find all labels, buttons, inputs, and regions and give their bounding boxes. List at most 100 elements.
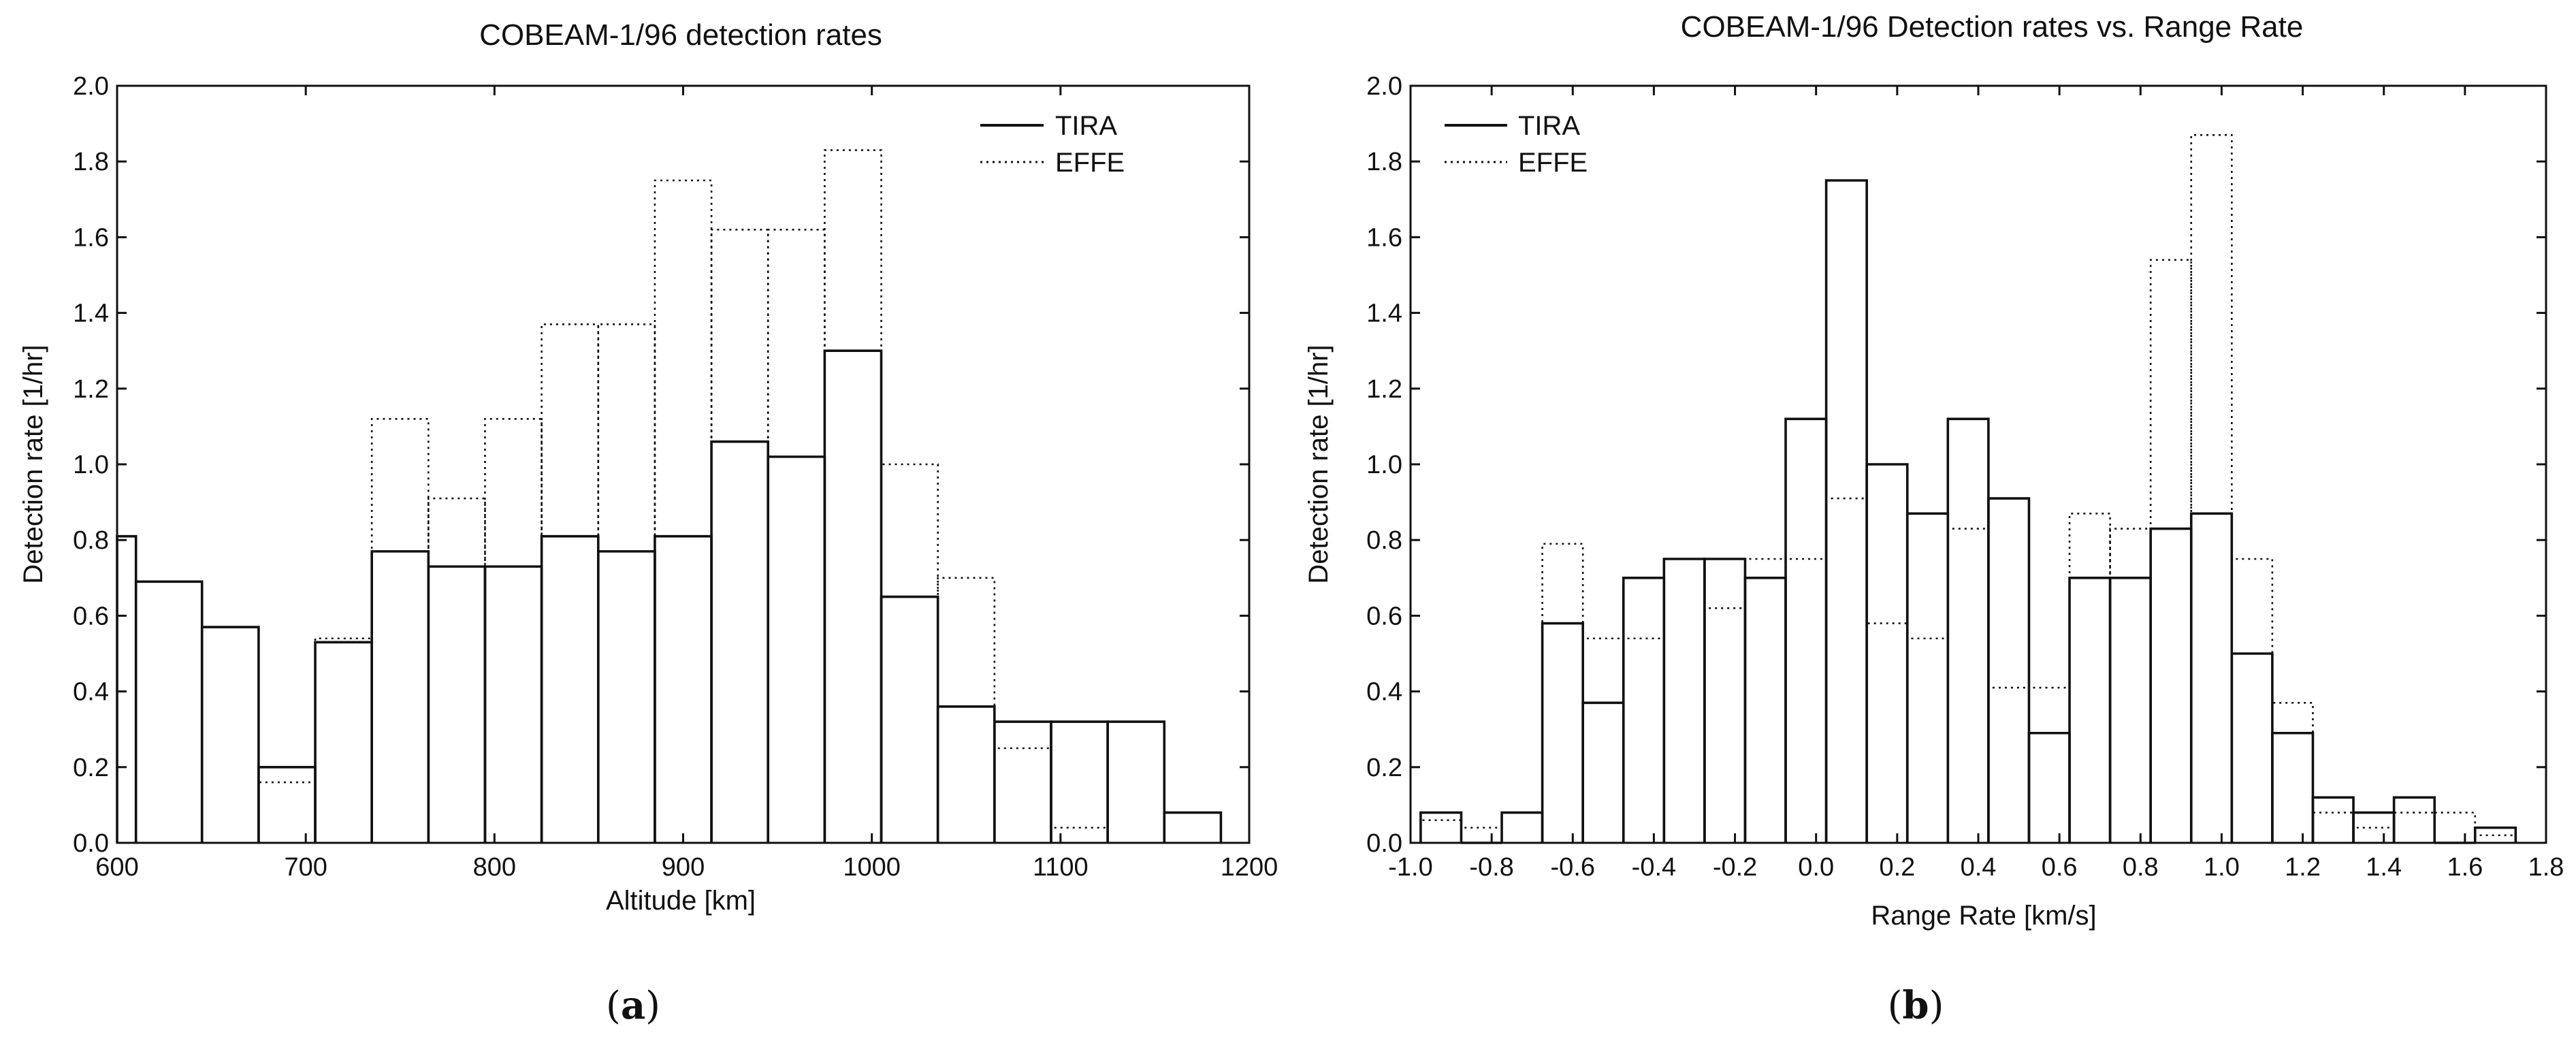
chart-a-bar-tira-14 [880, 595, 939, 843]
chart-a-ytick-label-0_2: 0.2 [73, 754, 109, 782]
panel-b: COBEAM-1/96 Detection rates vs. Range Ra… [1304, 10, 2564, 1028]
chart-a-bar-tira-8 [540, 534, 600, 843]
chart-b-bar-tira-8 [1743, 577, 1787, 843]
chart-a-xtick-label-600: 600 [95, 853, 138, 882]
chart-a-bar-tira-15 [936, 705, 996, 843]
chart-b-ticks: 0.0 0.2 0.4 0.6 0.8 1.0 1.2 1.4 1.6 1.8 2.0 -1.0 -0.… [1366, 72, 2564, 882]
chart-a-ytick-label-1: 1.0 [73, 451, 109, 479]
chart-a-ytick-label-0: 0.0 [73, 829, 109, 858]
chart-b-bar-tira-18 [2149, 527, 2193, 843]
caption-b-letter: b [1902, 983, 1929, 1028]
chart-a-ytick-label-0_8: 0.8 [73, 526, 109, 555]
chart-a-y-axis-label: Detection rate [1/hr] [18, 344, 48, 583]
panel-a: COBEAM-1/96 detection rates 0.0 0.2 0.4 0.6… [18, 18, 1278, 1028]
chart-a-xtick-label-900: 900 [662, 853, 705, 882]
chart-b-bar-effe-7 [1703, 607, 1746, 843]
chart-b-xtick-label-0_4: 0.4 [1961, 853, 1997, 882]
chart-a-bar-tira-1 [134, 580, 204, 843]
chart-b-ytick-label-1_8: 1.8 [1366, 148, 1402, 176]
chart-b-xtick-label-1_2: 1.2 [2285, 853, 2321, 882]
chart-a-bar-tira-5 [370, 550, 430, 843]
chart-a-bar-tira-11 [710, 440, 770, 843]
chart-b-bar-effe-14 [1987, 686, 2030, 843]
chart-a-ticks: 0.0 0.2 0.4 0.6 0.8 1.0 1.2 1.4 1.6 1.8 2.0 600 700 8… [73, 72, 1278, 882]
chart-b-x-axis-label: Range Rate [km/s] [1871, 901, 2096, 931]
chart-b-bar-tira-6 [1662, 558, 1706, 843]
chart-b-bar-effe-2 [1500, 812, 1543, 843]
chart-a-ytick-label-1_8: 1.8 [73, 148, 109, 176]
chart-b-xtick-label-_0_8: -0.8 [1469, 853, 1513, 882]
chart-a-xtick-label-1200: 1200 [1221, 853, 1278, 882]
chart-b-bar-tira-13 [1946, 417, 1990, 843]
chart-b-y-axis-label: Detection rate [1/hr] [1304, 344, 1334, 583]
chart-a-bar-effe-1 [314, 637, 373, 843]
chart-a-ytick-label-1_4: 1.4 [73, 300, 109, 328]
chart-b-bar-effe-4 [1581, 637, 1625, 843]
chart-b-bar-effe-18 [2149, 259, 2193, 843]
chart-a-bar-effe-3 [428, 497, 486, 843]
chart-b-xtick-label-_0_6: -0.6 [1551, 853, 1595, 882]
legend-label-tira: TIRA [1518, 111, 1580, 141]
chart-a-bar-tira-6 [427, 565, 487, 843]
chart-a-x-axis-label: Altitude [km] [606, 886, 756, 916]
caption-a: (a) [606, 983, 660, 1028]
chart-b-bar-effe-8 [1744, 558, 1787, 843]
chart-a-plot-frame [116, 84, 1251, 844]
chart-b-bar-effe-15 [2028, 686, 2071, 843]
chart-a-bar-effe-2 [370, 417, 430, 843]
chart-a-ytick-label-2: 2.0 [73, 72, 109, 101]
chart-b-bar-tira-22 [2311, 796, 2355, 843]
chart-b-bar-tira-12 [1905, 512, 1950, 843]
chart-a-bar-tira-2 [200, 626, 260, 843]
chart-b-bar-tira-14 [1987, 497, 2031, 843]
chart-b-bar-tira-17 [2108, 577, 2152, 843]
chart-b-bar-tira-10 [1824, 179, 1868, 843]
chart-a-ytick-label-1_2: 1.2 [73, 375, 109, 404]
chart-b-ytick-label-0: 0.0 [1366, 829, 1402, 858]
chart-b-xtick-label-1_8: 1.8 [2528, 853, 2564, 882]
chart-b-ytick-label-1_2: 1.2 [1366, 375, 1402, 404]
chart-b-bar-effe-25 [2433, 812, 2477, 843]
chart-a-bar-effe-13 [993, 747, 1052, 843]
chart-b-bar-effe-6 [1663, 558, 1706, 843]
chart-a-bar-effe-12 [937, 577, 996, 843]
chart-b-bar-tira-11 [1865, 463, 1909, 843]
chart-a-ytick-label-0_6: 0.6 [73, 602, 109, 630]
chart-b-bar-effe-17 [2109, 528, 2152, 843]
chart-a-bar-tira-12 [767, 455, 826, 843]
chart-b-bar-effe-24 [2393, 812, 2436, 843]
chart-b-xtick-label-0_6: 0.6 [2042, 853, 2078, 882]
chart-a-ytick-label-1_6: 1.6 [73, 223, 109, 252]
chart-b-bar-effe-1 [1460, 827, 1503, 843]
chart-b-bar-effe-11 [1865, 622, 1909, 843]
chart-b-bar-tira-7 [1703, 558, 1747, 843]
chart-a-bar-tira-13 [823, 349, 883, 843]
chart-a-bar-effe-6 [597, 323, 656, 843]
chart-b-ytick-label-0_8: 0.8 [1366, 526, 1402, 555]
chart-a-xtick-label-800: 800 [473, 853, 516, 882]
chart-a-bar-tira-19 [1163, 811, 1223, 843]
chart-b-bar-effe-9 [1784, 558, 1827, 843]
chart-b-title: COBEAM-1/96 Detection rates vs. Range Ra… [1681, 10, 2304, 44]
chart-b-bars [1419, 133, 2517, 844]
chart-a-ytick-label-0_4: 0.4 [73, 678, 109, 707]
chart-b-xtick-label-_1: -1.0 [1388, 853, 1432, 882]
chart-b-bar-effe-23 [2352, 827, 2395, 843]
chart-a-bar-tira-9 [596, 550, 656, 843]
chart-b-bar-effe-20 [2231, 558, 2274, 843]
chart-b-ytick-label-1: 1.0 [1366, 451, 1402, 479]
chart-b-bar-tira-9 [1784, 417, 1828, 843]
chart-a-bar-tira-17 [1050, 720, 1109, 843]
chart-b-xtick-label-0_2: 0.2 [1879, 853, 1915, 882]
chart-b-bar-effe-22 [2312, 812, 2355, 843]
chart-a-bar-effe-7 [654, 179, 713, 843]
legend-label-tira: TIRA [1055, 111, 1117, 141]
chart-b-xtick-label-_0_4: -0.4 [1632, 853, 1676, 882]
chart-a-bar-tira-4 [314, 641, 373, 843]
legend-label-effe: EFFE [1055, 148, 1125, 178]
chart-a-bar-effe-10 [824, 149, 882, 843]
chart-b-xtick-label-0: 0.0 [1798, 853, 1834, 882]
chart-b-bar-effe-10 [1825, 497, 1868, 843]
chart-a-bar-tira-0 [116, 534, 138, 843]
chart-b-xtick-label-1_4: 1.4 [2366, 853, 2402, 882]
